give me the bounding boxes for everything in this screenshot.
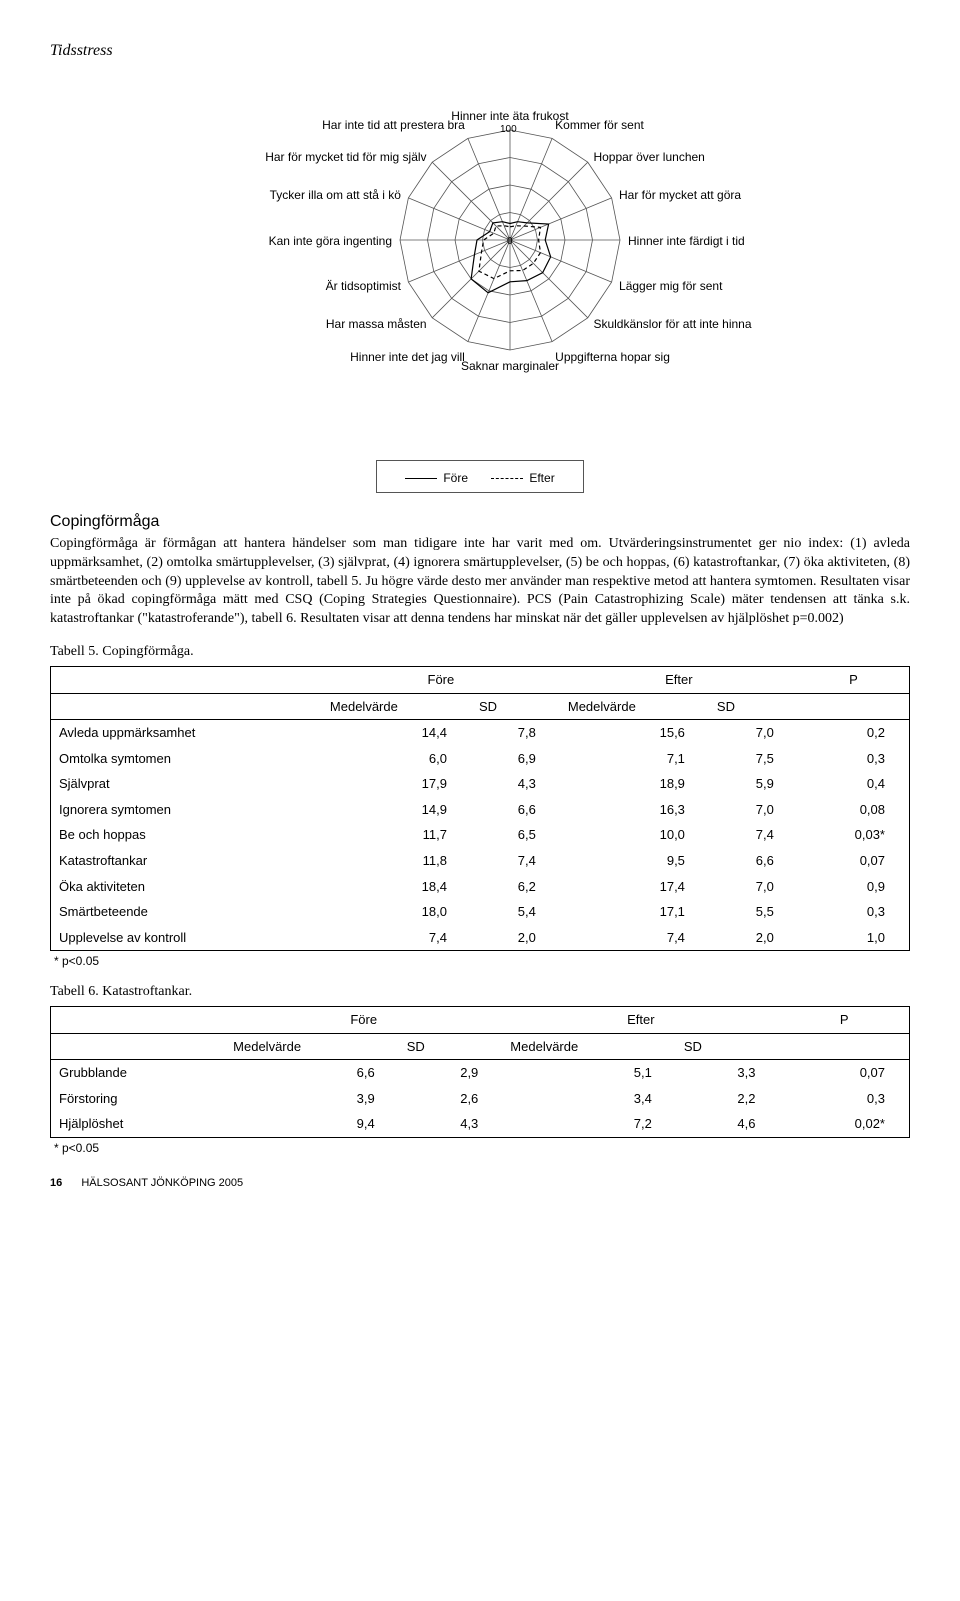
radar-axis-label: Kan inte göra ingenting — [269, 233, 392, 249]
table-row: Katastroftankar11,87,49,56,60,07 — [51, 848, 910, 874]
table-row: Grubblande6,62,95,13,30,07 — [51, 1060, 910, 1086]
radar-axis-label: Kommer för sent — [555, 117, 644, 133]
body-paragraph: Copingförmåga är förmågan att hantera hä… — [50, 535, 910, 629]
footer-text: HÄLSOSANT JÖNKÖPING 2005 — [81, 1177, 243, 1189]
page-footer: 16 HÄLSOSANT JÖNKÖPING 2005 — [50, 1176, 910, 1191]
legend-before-label: Före — [443, 470, 468, 486]
radar-axis-label: Saknar marginaler — [461, 358, 559, 374]
table6-footnote: * p<0.05 — [54, 1140, 910, 1156]
radar-axis-label: Har massa måsten — [326, 316, 427, 332]
chart-legend: Före Efter — [50, 460, 910, 494]
table5: FöreEfterPMedelvärdeSDMedelvärdeSDAvleda… — [50, 666, 910, 951]
table-row: Avleda uppmärksamhet14,47,815,67,00,2 — [51, 720, 910, 746]
page-title: Tidsstress — [50, 40, 910, 62]
legend-before: Före — [405, 470, 468, 486]
table-row: Öka aktiviteten18,46,217,47,00,9 — [51, 874, 910, 900]
radar-axis-label: Har för mycket att göra — [619, 187, 741, 203]
radar-axis-label: Hinner inte färdigt i tid — [628, 233, 745, 249]
table-row: Omtolka symtomen6,06,97,17,50,3 — [51, 746, 910, 772]
table5-caption: Tabell 5. Copingförmåga. — [50, 643, 910, 662]
table6: FöreEfterPMedelvärdeSDMedelvärdeSDGrubbl… — [50, 1006, 910, 1138]
radar-axis-label: Har inte tid att prestera bra — [322, 117, 465, 133]
section-heading: Copingförmåga — [50, 511, 910, 533]
radar-chart: 0 100 Hinner inte äta frukostKommer för s… — [140, 70, 820, 450]
radar-axis-label: Är tidsoptimist — [326, 278, 401, 294]
radar-axis-label: Hoppar över lunchen — [593, 149, 704, 165]
table-row: Hjälplöshet9,44,37,24,60,02* — [51, 1111, 910, 1137]
radar-axis-label: Tycker illa om att stå i kö — [270, 187, 401, 203]
radar-axis-label: Lägger mig för sent — [619, 278, 722, 294]
radar-axis-label: Hinner inte det jag vill — [350, 349, 465, 365]
table-row: Upplevelse av kontroll7,42,07,42,01,0 — [51, 925, 910, 951]
table-row: Ignorera symtomen14,96,616,37,00,08 — [51, 797, 910, 823]
legend-after: Efter — [491, 470, 554, 486]
table6-caption: Tabell 6. Katastroftankar. — [50, 983, 910, 1002]
radar-axis-label: Hinner inte äta frukost — [451, 108, 568, 124]
svg-text:100: 100 — [500, 124, 517, 135]
table-row: Smärtbeteende18,05,417,15,50,3 — [51, 899, 910, 925]
svg-text:0: 0 — [507, 236, 513, 247]
legend-after-label: Efter — [529, 470, 554, 486]
radar-axis-label: Skuldkänslor för att inte hinna — [593, 316, 751, 332]
radar-axis-label: Har för mycket tid för mig själv — [265, 149, 426, 165]
radar-axis-label: Uppgifterna hopar sig — [555, 349, 670, 365]
table-row: Självprat17,94,318,95,90,4 — [51, 771, 910, 797]
page-number: 16 — [50, 1177, 62, 1189]
table5-footnote: * p<0.05 — [54, 953, 910, 969]
table-row: Förstoring3,92,63,42,20,3 — [51, 1086, 910, 1112]
table-row: Be och hoppas11,76,510,07,40,03* — [51, 822, 910, 848]
